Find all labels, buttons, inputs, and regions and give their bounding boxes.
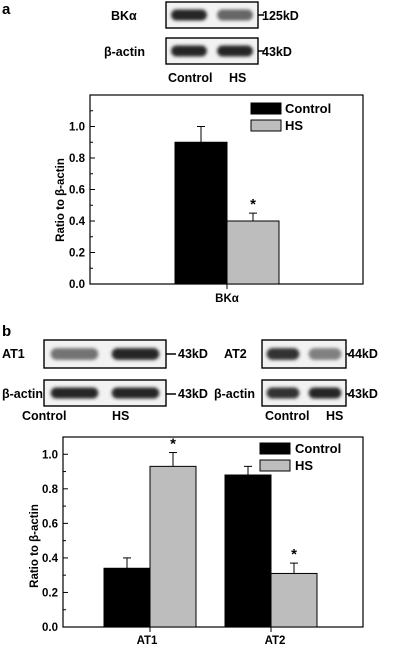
y-tick-label: 0.0 (42, 622, 58, 634)
blot-panel-a: BKα 125kD β-actin 43kD Control HS (104, 1, 299, 85)
lane-label: HS (112, 409, 129, 423)
blot-band (111, 387, 160, 399)
legend-swatch (259, 442, 291, 455)
legend-swatch (250, 119, 282, 132)
significance-marker: * (170, 436, 176, 453)
x-tick-label: AT1 (137, 635, 158, 647)
blot-band (171, 9, 207, 21)
legend-label: HS (295, 458, 313, 473)
bar (174, 141, 228, 285)
blot-size-label: 43kD (262, 45, 292, 59)
x-tick-label: AT2 (265, 635, 286, 647)
y-axis-label: Ratio to β-actin (55, 158, 67, 242)
y-tick-label: 0.4 (69, 216, 86, 228)
lane-label: HS (229, 71, 246, 85)
significance-marker: * (291, 546, 297, 563)
legend-swatch (259, 459, 291, 472)
bar-chart-b: Ratio to β-actin AT1 AT2 Control HS 0.0 0… (29, 436, 364, 647)
blot-label: β-actin (2, 387, 43, 401)
blot-band (217, 45, 253, 57)
panel-letter-b: b (2, 323, 11, 340)
plot-frame (62, 436, 364, 628)
blot-label: β-actin (214, 387, 255, 401)
x-tick-label: BKα (215, 293, 239, 305)
blot-band (111, 348, 160, 360)
blot-band (266, 387, 300, 399)
legend-label: Control (295, 441, 341, 456)
blot-band (308, 348, 342, 360)
blot-size-label: 125kD (262, 9, 299, 23)
bar (226, 220, 280, 285)
blot-panel-b: AT1 43kD β-actin 43kD Control HS AT2 44k… (2, 339, 378, 423)
blot-band (171, 45, 207, 57)
y-tick-label: 0.2 (69, 248, 85, 260)
lane-label: Control (22, 409, 66, 423)
blot-label: β-actin (104, 45, 145, 59)
legend-swatch (250, 102, 282, 115)
lane-label: Control (168, 71, 212, 85)
blot-band (308, 387, 342, 399)
blot-size-label: 43kD (348, 387, 378, 401)
blot-label: BKα (111, 9, 137, 23)
lane-label: HS (326, 409, 343, 423)
y-tick-label: 0.6 (42, 518, 58, 530)
blot-band (266, 348, 300, 360)
y-tick-label: 1.0 (42, 449, 58, 461)
blot-band (217, 9, 253, 21)
bar-chart-a: Ratio to β-actin BKα Control HS 0.0 0.2 0.… (55, 94, 364, 305)
bar (103, 567, 151, 628)
blot-label: AT1 (2, 347, 25, 361)
y-tick-label: 0.2 (42, 587, 58, 599)
bar (270, 572, 318, 628)
bar (224, 474, 272, 628)
blot-band (50, 348, 99, 360)
bar (149, 465, 197, 628)
legend-label: HS (285, 118, 303, 133)
y-axis-label: Ratio to β-actin (29, 504, 41, 588)
lane-label: Control (265, 409, 309, 423)
y-tick-label: 0.8 (42, 484, 59, 496)
blot-size-label: 43kD (178, 387, 208, 401)
blot-label: AT2 (224, 347, 247, 361)
panel-letter-a: a (2, 1, 11, 18)
legend-label: Control (285, 101, 331, 116)
y-tick-label: 0.4 (42, 553, 59, 565)
y-tick-label: 0.0 (69, 279, 85, 291)
y-tick-label: 0.6 (69, 185, 85, 197)
y-tick-label: 1.0 (69, 122, 85, 134)
blot-band (50, 387, 99, 399)
significance-marker: * (250, 196, 256, 213)
blot-size-label: 43kD (178, 347, 208, 361)
y-tick-label: 0.8 (69, 153, 86, 165)
blot-size-label: 44kD (348, 347, 378, 361)
